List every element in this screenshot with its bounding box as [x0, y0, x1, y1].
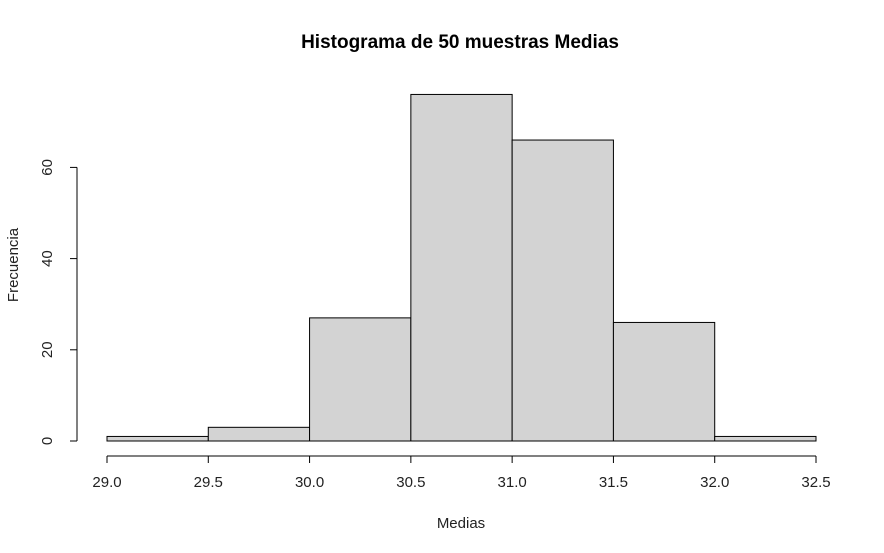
histogram-bar-3: [410, 93, 513, 442]
y-tick-label: 40: [39, 250, 56, 267]
x-axis-label: Medias: [437, 515, 485, 532]
histogram-bar-6: [714, 435, 817, 442]
histogram-bar-2: [309, 317, 412, 442]
y-axis-label: Frecuencia: [5, 227, 22, 302]
y-tick-label: 0: [39, 437, 56, 445]
x-tick-label: 32.0: [700, 474, 729, 491]
chart-title: Histograma de 50 muestras Medias: [301, 32, 619, 53]
histogram-bar-1: [207, 426, 311, 442]
histogram-bar-4: [511, 139, 614, 442]
x-tick-label: 30.0: [295, 474, 324, 491]
y-tick-label: 20: [39, 341, 56, 358]
x-tick-label: 31.5: [599, 474, 628, 491]
x-tick-label: 29.0: [92, 474, 121, 491]
x-tick-label: 32.5: [801, 474, 830, 491]
x-tick-label: 30.5: [396, 474, 425, 491]
x-axis: 29.0 29.5 30.0 30.5 31.0 31.5 32.0 32.5: [92, 455, 831, 491]
histogram-bar-0: [106, 435, 209, 442]
y-tick-label: 60: [39, 159, 56, 176]
histogram-bars: [106, 93, 817, 442]
x-tick-label: 29.5: [194, 474, 223, 491]
x-tick-label: 31.0: [498, 474, 527, 491]
y-axis: 0 20 40 60: [39, 159, 78, 445]
histogram-bar-5: [612, 321, 716, 442]
